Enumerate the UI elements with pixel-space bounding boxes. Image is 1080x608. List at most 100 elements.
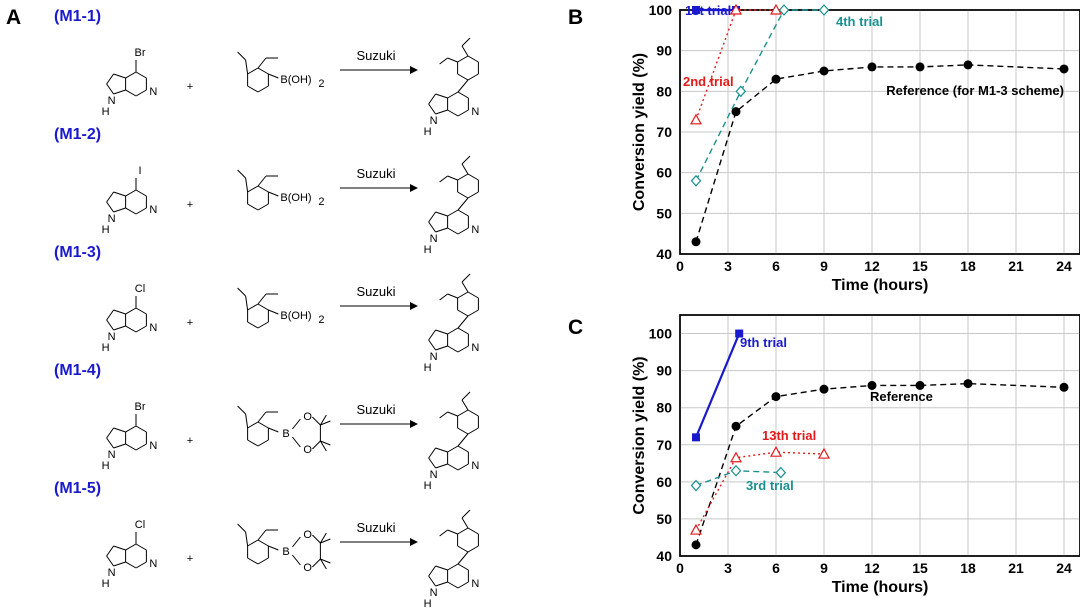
data-point-B-0-4 xyxy=(867,62,877,72)
scheme-label-M1-1: (M1-1) xyxy=(54,8,101,25)
series-label-B-1: 1st trial xyxy=(685,3,731,18)
halogen-atom-1: I xyxy=(138,165,141,177)
x-tick-label: 15 xyxy=(912,258,928,274)
nh-atom-p2: N xyxy=(430,351,438,363)
nh-atom-p3: N xyxy=(430,469,438,481)
series-line-B-3 xyxy=(695,9,824,182)
y-axis-title: Conversion yield (%) xyxy=(631,356,648,514)
chart-c: 0 3 6 9 12 15 18 21 24 40 50 60 70 80 90 100 Time (hours… xyxy=(631,314,1080,596)
data-point-C-2-2 xyxy=(769,445,783,457)
data-point-B-0-6 xyxy=(963,60,973,70)
x-tick-label: 9 xyxy=(820,560,828,576)
data-point-C-2-1 xyxy=(729,451,743,463)
pin-oxygen-top-4: O xyxy=(303,529,312,541)
ring-n-atom-p2: N xyxy=(471,342,479,354)
nh-hydrogen-4: H xyxy=(102,578,110,590)
data-point-C-2-3 xyxy=(817,447,831,459)
y-tick-label: 50 xyxy=(656,511,672,527)
y-tick-label: 60 xyxy=(656,474,672,490)
suzuki-label-4: Suzuki xyxy=(356,520,395,535)
x-tick-label: 0 xyxy=(676,560,684,576)
y-tick-label: 70 xyxy=(656,124,672,140)
x-axis-title: Time (hours) xyxy=(832,579,929,596)
x-tick-label: 21 xyxy=(1008,258,1024,274)
halogen-atom-3: Br xyxy=(135,401,146,413)
y-axis-title: Conversion yield (%) xyxy=(631,53,648,211)
suzuki-label-1: Suzuki xyxy=(356,166,395,181)
boronic-subscript-1: 2 xyxy=(318,196,324,208)
series-label-B-2: 2nd trial xyxy=(683,74,734,89)
data-point-C-0-6 xyxy=(963,379,973,389)
series-label-C-0: Reference xyxy=(870,389,933,404)
y-tick-label: 40 xyxy=(656,548,672,564)
series-label-C-2: 13th trial xyxy=(762,428,816,443)
nh-hydrogen-p0: H xyxy=(424,126,432,138)
boronic-acid-1: B(OH) xyxy=(280,192,311,204)
y-tick-label: 70 xyxy=(656,437,672,453)
nh-atom-1: N xyxy=(108,213,116,225)
data-point-C-0-3 xyxy=(819,384,829,394)
halogen-atom-0: Br xyxy=(135,47,146,59)
ring-n-atom-p1: N xyxy=(471,224,479,236)
data-point-B-3-1 xyxy=(735,85,747,98)
ring-n-atom-3: N xyxy=(149,440,157,452)
data-point-C-0-5 xyxy=(915,380,925,390)
nh-atom-4: N xyxy=(108,567,116,579)
data-point-B-0-1 xyxy=(731,107,741,117)
boronic-subscript-0: 2 xyxy=(318,78,324,90)
x-axis-title: Time (hours) xyxy=(832,277,929,294)
nh-atom-2: N xyxy=(108,331,116,343)
data-point-B-0-3 xyxy=(819,66,829,76)
y-tick-label: 60 xyxy=(656,165,672,181)
pin-oxygen-bottom-3: O xyxy=(303,444,312,456)
series-line-B-0 xyxy=(695,64,1065,243)
halogen-atom-4: Cl xyxy=(135,519,145,531)
boronic-acid-0: B(OH) xyxy=(280,74,311,86)
data-point-B-2-0 xyxy=(689,113,703,125)
plus-sign-1: + xyxy=(187,199,193,211)
data-point-C-1-1 xyxy=(735,329,744,338)
data-point-B-0-2 xyxy=(771,74,781,84)
x-tick-label: 0 xyxy=(676,258,684,274)
data-point-C-0-7 xyxy=(1059,382,1069,392)
y-tick-label: 50 xyxy=(656,205,672,221)
series-line-C-1 xyxy=(694,333,741,438)
ring-n-atom-1: N xyxy=(149,204,157,216)
halogen-atom-2: Cl xyxy=(135,283,145,295)
series-label-B-3: 4th trial xyxy=(836,14,883,29)
ring-n-atom-2: N xyxy=(149,322,157,334)
data-point-C-3-1 xyxy=(730,464,742,477)
scheme-label-M1-2: (M1-2) xyxy=(54,126,101,143)
data-point-B-0-5 xyxy=(915,62,925,72)
pin-oxygen-top-3: O xyxy=(303,411,312,423)
data-point-C-3-2 xyxy=(775,466,787,479)
scheme-label-M1-4: (M1-4) xyxy=(54,362,101,379)
boronic-subscript-2: 2 xyxy=(318,314,324,326)
scheme-label-M1-5: (M1-5) xyxy=(54,480,101,497)
data-point-C-0-1 xyxy=(731,421,741,431)
x-tick-label: 24 xyxy=(1056,258,1072,274)
x-tick-label: 24 xyxy=(1056,560,1072,576)
plus-sign-3: + xyxy=(187,435,193,447)
plot-area-C xyxy=(679,314,1080,557)
nh-atom-p1: N xyxy=(430,233,438,245)
x-tick-label: 18 xyxy=(960,258,976,274)
boronic-acid-2: B(OH) xyxy=(280,310,311,322)
x-tick-label: 9 xyxy=(820,258,828,274)
y-tick-label: 40 xyxy=(656,246,672,262)
nh-atom-p4: N xyxy=(430,587,438,599)
data-point-C-0-4 xyxy=(867,380,877,390)
series-label-B-0: Reference (for M1-3 scheme) xyxy=(886,83,1064,98)
nh-hydrogen-0: H xyxy=(102,106,110,118)
data-point-C-1-0 xyxy=(692,433,700,442)
plus-sign-2: + xyxy=(187,317,193,329)
scheme-label-M1-3: (M1-3) xyxy=(54,244,101,261)
chart-b: 0 3 6 9 12 15 18 21 24 40 50 60 70 80 90 100 Time (hours… xyxy=(631,2,1080,294)
y-tick-label: 100 xyxy=(649,326,673,342)
